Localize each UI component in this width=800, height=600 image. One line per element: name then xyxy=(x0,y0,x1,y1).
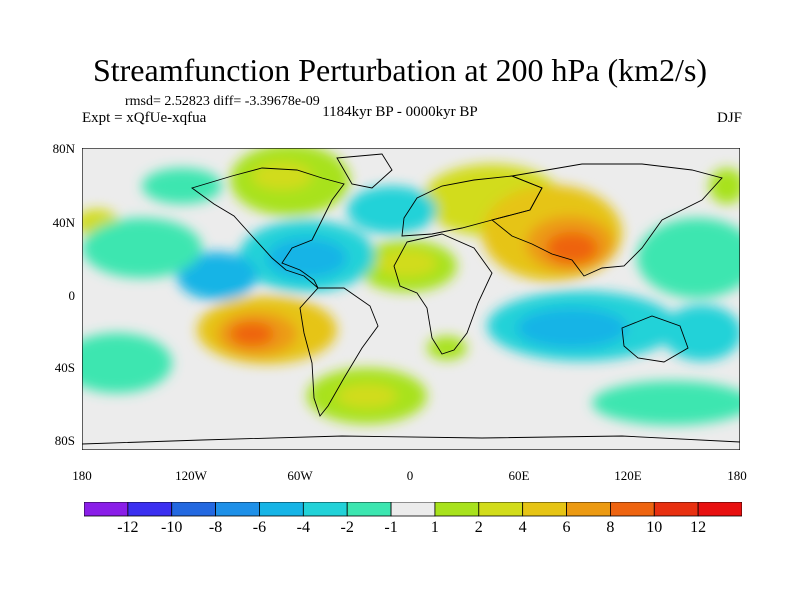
colorbar-label: 10 xyxy=(646,519,663,536)
colorbar-swatch xyxy=(522,502,567,517)
colorbar-swatch xyxy=(610,502,655,517)
y-tick-label: 0 xyxy=(68,288,76,303)
colorbar-label: -2 xyxy=(340,519,354,536)
colorbar-swatch xyxy=(171,502,217,517)
y-tick-label: 40N xyxy=(52,215,75,230)
colorbar-swatch xyxy=(434,502,480,517)
coastlines xyxy=(82,153,740,445)
north-america-coastline xyxy=(191,167,345,289)
x-tick-label: 120W xyxy=(175,468,207,483)
y-tick-label: 40S xyxy=(54,360,75,375)
colorbar-label: -8 xyxy=(208,519,223,536)
colorbar-label: -1 xyxy=(384,519,398,536)
y-tick-label: 80S xyxy=(54,433,75,448)
x-tick-label: 120E xyxy=(614,468,642,483)
colorbar-label: -4 xyxy=(296,519,310,536)
colorbar-swatch xyxy=(697,502,742,517)
x-tick-label: 0 xyxy=(406,468,414,483)
colorbar-label: 6 xyxy=(562,519,571,536)
x-tick-label: 60W xyxy=(287,468,313,483)
colorbar-swatch xyxy=(215,502,260,517)
colorbar xyxy=(84,502,742,517)
colorbar-swatch xyxy=(84,502,129,517)
colorbar-label: 4 xyxy=(518,519,527,536)
australia-coastline xyxy=(621,315,689,363)
colorbar-label: -10 xyxy=(161,519,183,536)
antarctica-coastline xyxy=(82,435,740,445)
x-tick-label: 180 xyxy=(727,468,747,483)
africa-coastline xyxy=(393,233,493,355)
colorbar-label: 12 xyxy=(690,519,707,536)
colorbar-swatch xyxy=(653,502,699,517)
colorbar-swatch xyxy=(566,502,611,517)
greenland-coastline xyxy=(336,153,393,189)
x-tick-label: 180 xyxy=(72,468,92,483)
map-panel xyxy=(82,148,740,450)
south-america-coastline xyxy=(299,287,379,417)
colorbar-swatch xyxy=(259,502,304,517)
stats-text: rmsd= 2.52823 diff= -3.39678e-09 xyxy=(125,94,320,109)
colorbar-swatch xyxy=(127,502,173,517)
chart-title: Streamfunction Perturbation at 200 hPa (… xyxy=(92,52,708,88)
season-label: DJF xyxy=(716,110,742,126)
colorbar-label: 8 xyxy=(606,519,615,536)
colorbar-label: -6 xyxy=(252,519,267,536)
period-label: 1184kyr BP - 0000kyr BP xyxy=(322,104,478,120)
x-tick-label: 60E xyxy=(508,468,530,483)
colorbar-label: -12 xyxy=(117,519,139,536)
colorbar-label: 2 xyxy=(474,519,483,536)
colorbar-swatch xyxy=(346,502,392,517)
colorbar-swatch xyxy=(390,502,436,517)
y-tick-label: 80N xyxy=(52,141,75,156)
colorbar-swatch xyxy=(302,502,348,517)
experiment-label: Expt = xQfUe-xqfua xyxy=(82,110,207,126)
asia-coastline xyxy=(491,163,723,277)
colorbar-swatch xyxy=(478,502,524,517)
colorbar-label: 1 xyxy=(430,519,439,536)
